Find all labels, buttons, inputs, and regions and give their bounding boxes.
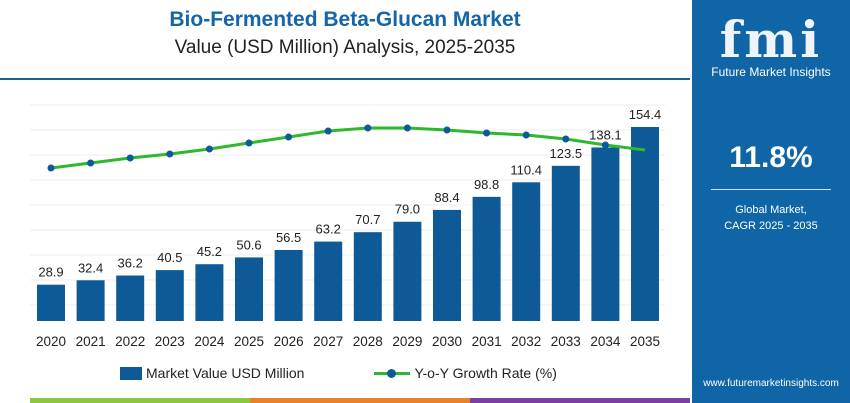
data-label: 36.2	[118, 256, 143, 271]
legend-item-line: Y-o-Y Growth Rate (%)	[374, 365, 557, 381]
data-label: 28.9	[38, 265, 63, 280]
growth-point	[364, 124, 372, 132]
data-label: 88.4	[434, 190, 459, 205]
x-tick-label: 2030	[432, 334, 462, 349]
x-tick-label: 2032	[511, 334, 541, 349]
data-label: 50.6	[236, 237, 261, 252]
website-link[interactable]: www.futuremarketinsights.com	[703, 378, 839, 389]
line-swatch-icon	[374, 368, 411, 378]
x-tick-label: 2025	[234, 334, 264, 349]
cagr-caption: Global Market,	[735, 204, 807, 216]
divider	[711, 189, 831, 190]
data-label: 32.4	[78, 260, 103, 275]
side-panel: fmi Future Market Insights 11.8% Global …	[692, 0, 850, 403]
growth-point	[443, 126, 451, 134]
growth-point	[205, 145, 213, 153]
data-label: 138.1	[589, 127, 622, 142]
growth-line	[50, 126, 646, 170]
data-label: 110.4	[510, 162, 542, 177]
growth-point	[601, 141, 609, 149]
footer-segment	[30, 398, 250, 403]
bar-2033	[551, 165, 580, 321]
bar-2024	[195, 264, 224, 321]
bar-2026	[274, 250, 303, 321]
bar-2028	[353, 232, 382, 321]
data-label: 56.5	[276, 230, 301, 245]
data-label: 98.8	[474, 177, 499, 192]
data-label: 154.4	[629, 107, 662, 122]
legend-label: Market Value USD Million	[146, 365, 305, 381]
bar-2032	[512, 182, 541, 321]
bar-2023	[155, 270, 184, 321]
bar-2021	[76, 280, 105, 321]
chart-plot: 28.9 2020 32.4 2021 36.2 2022 40.5 2023 45.2 2024…	[30, 104, 665, 349]
legend: Market Value USD Million Y-o-Y Growth Ra…	[120, 365, 557, 381]
footer-segment	[470, 398, 690, 403]
bar-2020	[37, 284, 65, 321]
footer-color-bar	[30, 398, 690, 403]
data-label: 79.0	[395, 202, 420, 217]
x-tick-label: 2026	[274, 334, 304, 349]
data-label: 63.2	[316, 222, 341, 237]
data-label: 123.5	[550, 146, 583, 161]
growth-point	[285, 133, 293, 141]
x-tick-label: 2033	[551, 334, 581, 349]
legend-label: Y-o-Y Growth Rate (%)	[414, 365, 557, 381]
x-tick-label: 2021	[76, 334, 106, 349]
growth-point	[403, 124, 411, 132]
x-tick-label: 2022	[115, 334, 145, 349]
x-tick-label: 2035	[630, 334, 660, 349]
chart-title: Bio-Fermented Beta-Glucan Market	[169, 8, 521, 31]
x-tick-label: 2020	[36, 334, 66, 349]
growth-point	[562, 135, 570, 143]
growth-point	[166, 150, 174, 158]
bar-2034	[591, 147, 620, 321]
bar-swatch-icon	[120, 366, 142, 380]
growth-point	[324, 127, 332, 135]
bar-2025	[235, 257, 263, 321]
cagr-value: 11.8%	[729, 141, 813, 174]
bar-2031	[472, 196, 501, 321]
growth-point	[245, 139, 253, 147]
growth-point	[126, 154, 134, 162]
brand-name: Future Market Insights	[711, 65, 831, 79]
x-tick-label: 2024	[194, 334, 225, 349]
data-label: 45.2	[197, 244, 222, 259]
title-divider	[0, 78, 690, 80]
data-label: 70.7	[355, 212, 380, 227]
x-tick-label: 2028	[353, 334, 383, 349]
growth-point	[87, 159, 95, 167]
x-tick-label: 2027	[313, 334, 343, 349]
bar-2029	[393, 221, 422, 321]
x-tick-label: 2034	[590, 334, 621, 349]
chart-subtitle: Value (USD Million) Analysis, 2025-2035	[174, 37, 516, 58]
bar-2027	[314, 241, 343, 321]
growth-point	[522, 131, 530, 139]
fmi-logo: fmi	[719, 10, 823, 69]
data-label: 40.5	[157, 250, 182, 265]
growth-point	[483, 129, 491, 137]
cagr-period: CAGR 2025 - 2035	[724, 220, 818, 232]
x-tick-label: 2023	[155, 334, 185, 349]
bar-2030	[433, 209, 461, 321]
growth-point	[47, 164, 55, 172]
bar-2035	[631, 127, 659, 321]
x-tick-label: 2029	[392, 334, 422, 349]
legend-item-bar: Market Value USD Million	[120, 365, 304, 381]
bar-2022	[116, 275, 145, 321]
footer-segment	[250, 398, 470, 403]
x-tick-label: 2031	[472, 334, 502, 349]
